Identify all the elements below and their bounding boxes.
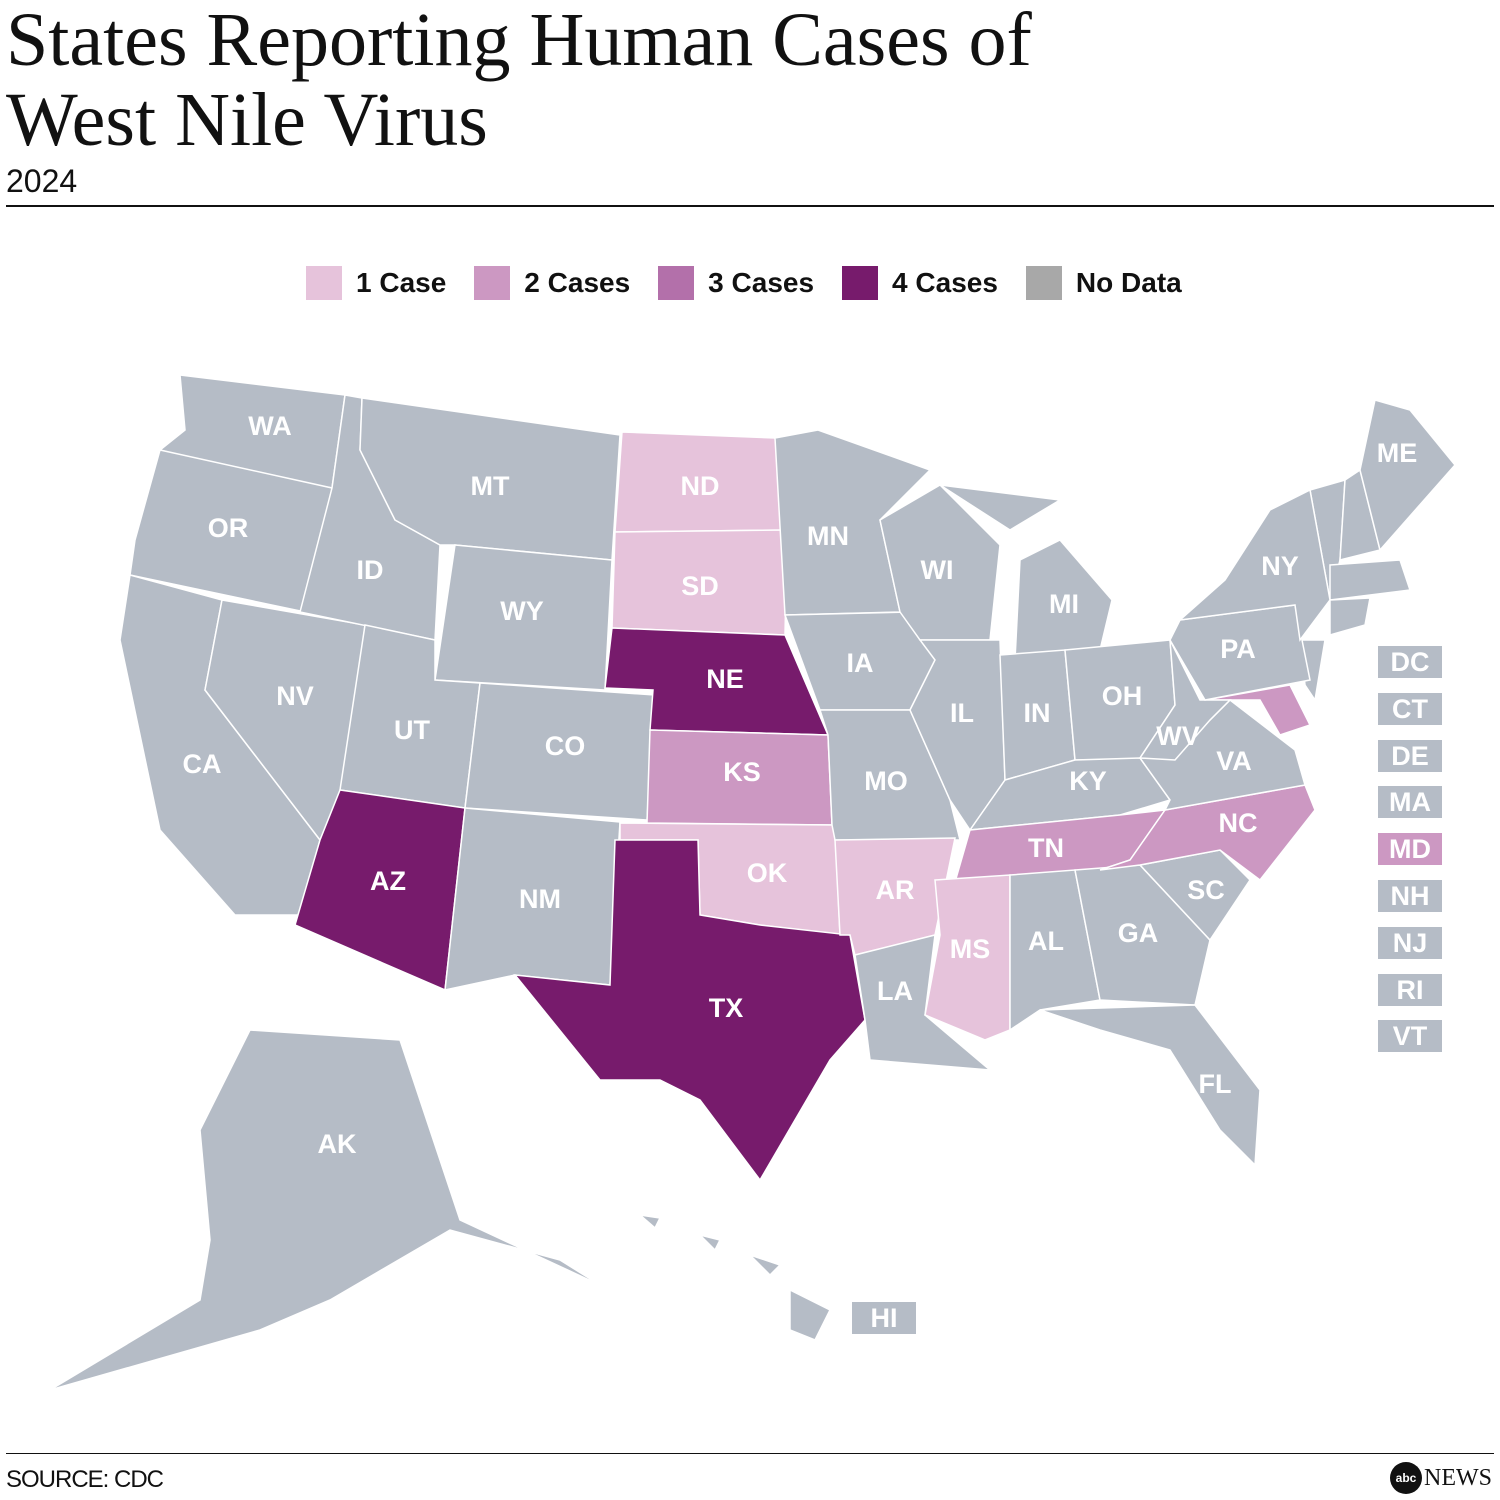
state-box-NJ[interactable]: NJ [1378, 926, 1442, 959]
state-label-UT: UT [394, 715, 430, 745]
state-NY[interactable] [1177, 488, 1331, 642]
state-label-WV: WV [1156, 721, 1200, 751]
state-FL[interactable] [1039, 1004, 1261, 1167]
state-MI[interactable] [1014, 539, 1113, 661]
state-label-ME: ME [1377, 438, 1418, 468]
state-shape-HI[interactable] [749, 1254, 782, 1277]
state-label-NY: NY [1261, 551, 1299, 581]
legend-swatch [658, 266, 695, 300]
state-label-OR: OR [208, 513, 249, 543]
legend-swatch [306, 266, 342, 300]
state-ME[interactable] [1359, 399, 1456, 552]
state-box-MD[interactable]: MD [1378, 833, 1442, 866]
state-box-MA[interactable]: MA [1378, 786, 1442, 819]
state-box-HI[interactable]: HI [852, 1302, 916, 1334]
state-shape-HI[interactable] [637, 1213, 662, 1230]
legend-label: 3 Cases [708, 267, 815, 298]
abc-news-logo: abc NEWS [1390, 1462, 1492, 1494]
state-label-KS: KS [723, 757, 761, 787]
legend-item: 2 Cases [474, 266, 630, 300]
state-box-DE[interactable]: DE [1378, 739, 1442, 772]
state-shape-MA[interactable] [1329, 559, 1412, 601]
logo-text: NEWS [1424, 1464, 1492, 1491]
state-label-IL: IL [950, 698, 974, 728]
state-label-IN: IN [1024, 698, 1051, 728]
state-label-MS: MS [950, 934, 991, 964]
state-shape-MI[interactable] [899, 479, 1063, 531]
state-label-TN: TN [1028, 833, 1064, 863]
legend-swatch [474, 266, 511, 300]
state-shape-HI[interactable] [697, 1233, 722, 1252]
state-label-GA: GA [1118, 918, 1159, 948]
state-TX[interactable] [513, 839, 866, 1182]
abc-logo-mark: abc [1390, 1462, 1422, 1494]
top-divider [6, 205, 1494, 207]
state-label-NV: NV [276, 681, 314, 711]
subtitle: 2024 [6, 163, 78, 199]
state-NC[interactable] [1099, 784, 1316, 882]
state-label-FL: FL [1199, 1069, 1232, 1099]
state-label-IA: IA [847, 648, 874, 678]
state-label-ID: ID [357, 555, 384, 585]
state-label-KY: KY [1069, 766, 1107, 796]
legend-item: 1 Case [306, 266, 446, 300]
state-label-CA: CA [183, 749, 222, 779]
state-label-OH: OH [1102, 681, 1143, 711]
state-label-OK: OK [747, 858, 788, 888]
state-label-NM: NM [519, 884, 561, 914]
state-label-NE: NE [706, 664, 744, 694]
state-label-WA: WA [248, 411, 292, 441]
state-label-PA: PA [1220, 634, 1256, 664]
state-label-MI: MI [1049, 589, 1079, 619]
state-label-MT: MT [471, 471, 510, 501]
state-box-DC[interactable]: DC [1378, 646, 1442, 678]
legend-item: No Data [1025, 266, 1182, 300]
legend-item: 3 Cases [658, 266, 814, 300]
state-label-SC: SC [1187, 875, 1225, 905]
state-label-CO: CO [545, 731, 586, 761]
legend: 1 Case 2 Cases 3 Cases 4 Cases No Data [306, 266, 1210, 300]
state-MT[interactable] [359, 397, 621, 561]
state-AZ[interactable] [294, 789, 466, 992]
legend-label: 1 Case [356, 267, 447, 298]
state-label-AK: AK [318, 1129, 357, 1159]
legend-label: No Data [1075, 267, 1182, 298]
state-label-SD: SD [681, 571, 719, 601]
state-shape-CT[interactable] [1329, 597, 1371, 636]
state-shape-HI[interactable] [789, 1288, 832, 1341]
state-OR[interactable] [129, 449, 333, 613]
legend-item: 4 Cases [842, 266, 998, 300]
state-box-VT[interactable]: VT [1378, 1020, 1442, 1053]
legend-label: 4 Cases [892, 267, 998, 298]
state-label-NC: NC [1219, 808, 1258, 838]
state-label-VA: VA [1216, 746, 1252, 776]
state-PA[interactable] [1169, 604, 1311, 701]
state-box-CT[interactable]: CT [1378, 692, 1442, 725]
state-label-AZ: AZ [370, 866, 406, 896]
state-label-MO: MO [864, 766, 908, 796]
state-LA[interactable] [854, 934, 993, 1071]
state-label-WI: WI [921, 555, 954, 585]
state-box-NH[interactable]: NH [1378, 880, 1442, 912]
legend-swatch [842, 266, 879, 300]
legend-label: 2 Cases [524, 267, 631, 298]
state-box-RI[interactable]: RI [1378, 973, 1442, 1006]
state-label-LA: LA [877, 976, 913, 1006]
source-note: SOURCE: CDC [6, 1466, 164, 1493]
state-label-ND: ND [681, 471, 720, 501]
legend-swatch [1025, 266, 1062, 300]
state-label-TX: TX [709, 993, 744, 1023]
state-label-AL: AL [1028, 926, 1064, 956]
state-label-MN: MN [807, 521, 849, 551]
state-label-WY: WY [500, 596, 544, 626]
state-label-AR: AR [876, 875, 915, 905]
state-WY[interactable] [434, 544, 613, 691]
page-title: States Reporting Human Cases of West Nil… [6, 0, 1032, 162]
bottom-divider [6, 1453, 1494, 1454]
state-AL[interactable] [1009, 869, 1101, 1032]
state-AK[interactable] [49, 1029, 601, 1391]
